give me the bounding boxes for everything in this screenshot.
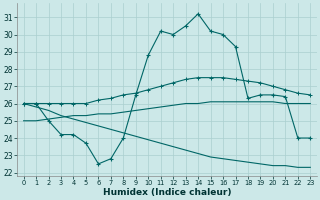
X-axis label: Humidex (Indice chaleur): Humidex (Indice chaleur) (103, 188, 231, 197)
